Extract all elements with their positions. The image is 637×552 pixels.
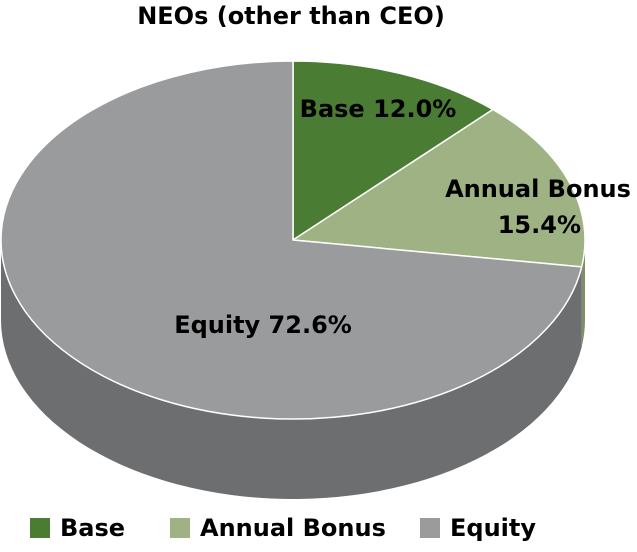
pie-side-equity bbox=[1, 240, 582, 499]
legend-label-base: Base bbox=[60, 514, 126, 542]
legend-label-annual-bonus: Annual Bonus bbox=[200, 514, 386, 542]
legend-label-equity: Equity bbox=[450, 514, 537, 542]
pie-slice-annual-bonus bbox=[292, 108, 586, 268]
legend-swatch-equity bbox=[420, 518, 440, 538]
pie-chart: Base 12.0% Annual Bonus 15.4% Equity 72.… bbox=[0, 60, 631, 499]
pie-slice-base bbox=[292, 60, 494, 241]
pie-tops bbox=[0, 60, 586, 420]
legend-swatch-base bbox=[30, 518, 50, 538]
pie-side-annual-bonus bbox=[581, 240, 585, 347]
chart-title: NEOs (other than CEO) bbox=[137, 2, 445, 30]
pie-labels: Base 12.0% Annual Bonus 15.4% Equity 72.… bbox=[174, 95, 631, 339]
legend-item-equity: Equity bbox=[420, 511, 536, 545]
slice-label-annual-bonus-line1: Annual Bonus bbox=[445, 175, 631, 203]
pie-slice-equity bbox=[0, 60, 583, 420]
legend-swatch-annual-bonus bbox=[170, 518, 190, 538]
legend-item-base: Base bbox=[30, 511, 125, 545]
legend-item-annual-bonus: Annual Bonus bbox=[170, 511, 386, 545]
chart-legend: Base Annual Bonus Equity bbox=[0, 511, 637, 547]
pie-sides bbox=[1, 240, 585, 499]
slice-label-annual-bonus-line2: 15.4% bbox=[498, 211, 581, 239]
slice-label-base: Base 12.0% bbox=[300, 95, 457, 123]
slice-label-equity: Equity 72.6% bbox=[174, 311, 352, 339]
